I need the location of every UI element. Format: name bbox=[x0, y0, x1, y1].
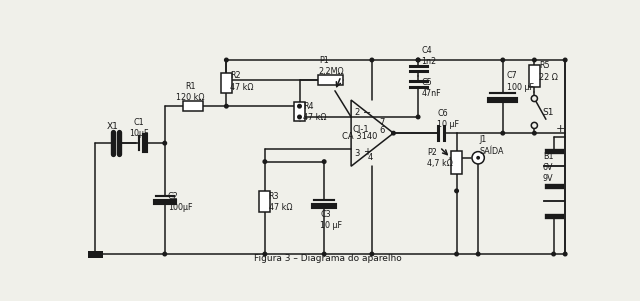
Circle shape bbox=[476, 156, 480, 160]
Circle shape bbox=[392, 131, 396, 135]
Text: +: + bbox=[556, 124, 565, 134]
Text: P2
4,7 kΩ: P2 4,7 kΩ bbox=[428, 148, 453, 168]
Circle shape bbox=[416, 58, 420, 62]
Text: C4
1n2: C4 1n2 bbox=[421, 46, 436, 66]
Text: C7
100 μF: C7 100 μF bbox=[507, 72, 534, 92]
Circle shape bbox=[323, 160, 326, 163]
Text: C5
47nF: C5 47nF bbox=[421, 78, 441, 98]
Circle shape bbox=[532, 58, 536, 62]
Text: C2
100μF: C2 100μF bbox=[168, 192, 193, 212]
Circle shape bbox=[501, 131, 504, 135]
Text: 6: 6 bbox=[380, 126, 385, 135]
Text: S1: S1 bbox=[542, 108, 554, 117]
Circle shape bbox=[323, 252, 326, 256]
Text: B1
6V
9V: B1 6V 9V bbox=[543, 152, 554, 183]
Circle shape bbox=[298, 115, 301, 119]
Bar bbox=[183, 101, 204, 111]
Text: R2
47 kΩ: R2 47 kΩ bbox=[230, 72, 253, 92]
Bar bbox=[221, 73, 232, 94]
Circle shape bbox=[163, 141, 166, 145]
Bar bbox=[529, 65, 540, 87]
Circle shape bbox=[263, 252, 267, 256]
Circle shape bbox=[501, 58, 504, 62]
Text: C3
10 μF: C3 10 μF bbox=[320, 210, 342, 230]
Circle shape bbox=[455, 189, 458, 193]
Text: C6
10 μF: C6 10 μF bbox=[437, 109, 460, 129]
Text: 2: 2 bbox=[354, 108, 360, 117]
Circle shape bbox=[552, 252, 556, 256]
Circle shape bbox=[263, 160, 267, 163]
Text: P1
2,2MΩ: P1 2,2MΩ bbox=[319, 56, 344, 76]
Bar bbox=[259, 191, 270, 212]
Text: J1
SAÍDA: J1 SAÍDA bbox=[480, 135, 504, 156]
Text: R3
47 kΩ: R3 47 kΩ bbox=[269, 192, 292, 212]
Bar bbox=[294, 102, 305, 121]
Bar bbox=[88, 251, 103, 258]
Text: CA 3140: CA 3140 bbox=[342, 132, 377, 141]
Circle shape bbox=[298, 104, 301, 108]
Bar bbox=[451, 151, 462, 174]
Text: +: + bbox=[364, 147, 371, 157]
Circle shape bbox=[225, 58, 228, 62]
Circle shape bbox=[476, 252, 480, 256]
Text: C1
10μF: C1 10μF bbox=[129, 118, 148, 138]
Circle shape bbox=[416, 115, 420, 119]
Circle shape bbox=[370, 58, 374, 62]
Circle shape bbox=[531, 95, 538, 101]
Circle shape bbox=[163, 252, 166, 256]
Circle shape bbox=[531, 123, 538, 129]
Text: Figura 3 – Diagrama do aparelho: Figura 3 – Diagrama do aparelho bbox=[254, 254, 402, 263]
Text: R4
47 kΩ: R4 47 kΩ bbox=[303, 101, 327, 122]
Text: 7: 7 bbox=[380, 118, 385, 127]
Text: R5
22 Ω: R5 22 Ω bbox=[539, 61, 558, 82]
Text: 3: 3 bbox=[354, 149, 360, 158]
Circle shape bbox=[370, 252, 374, 256]
Text: X1: X1 bbox=[108, 122, 119, 131]
Text: CI-1: CI-1 bbox=[353, 125, 369, 134]
Circle shape bbox=[416, 58, 420, 62]
Circle shape bbox=[563, 58, 567, 62]
Circle shape bbox=[472, 152, 484, 164]
Circle shape bbox=[532, 131, 536, 135]
Circle shape bbox=[225, 104, 228, 108]
Text: −: − bbox=[364, 108, 372, 118]
Circle shape bbox=[563, 252, 567, 256]
Circle shape bbox=[455, 252, 458, 256]
Bar bbox=[318, 75, 342, 85]
Text: 4: 4 bbox=[368, 153, 373, 162]
Text: R1
120 kΩ: R1 120 kΩ bbox=[176, 82, 204, 102]
